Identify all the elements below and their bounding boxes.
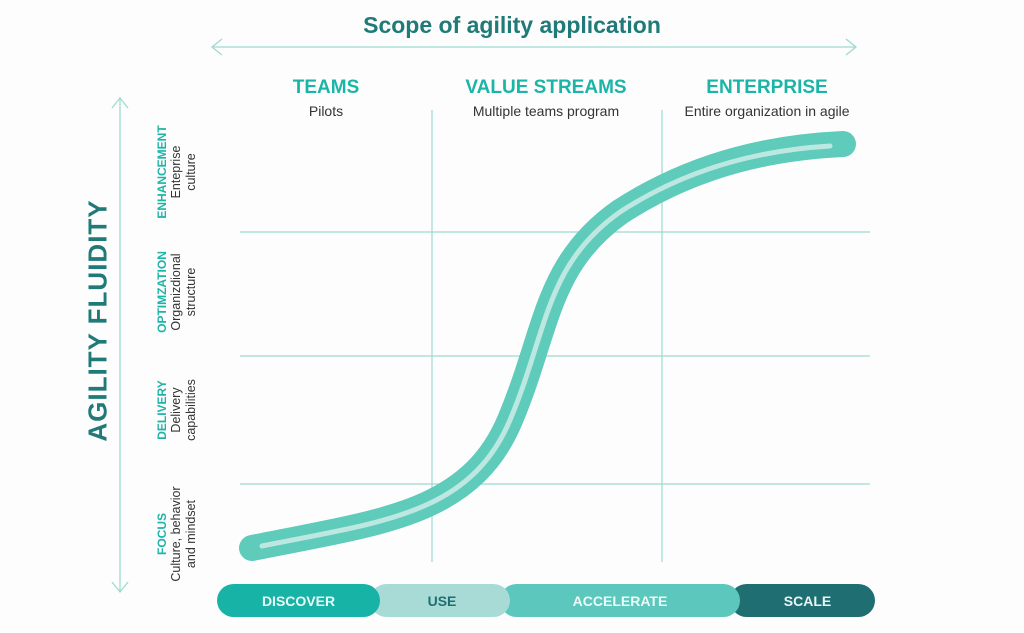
row-description: and mindset [184, 499, 198, 569]
column-subtitle: Entire organization in agile [684, 103, 850, 119]
column-value-streams: VALUE STREAMS Multiple teams program [431, 77, 661, 119]
row-heading: FOCUS [155, 513, 169, 555]
y-axis-label: AGILITY FLUIDITY [82, 199, 113, 442]
column-enterprise: ENTERPRISE Entire organization in agile [652, 77, 882, 119]
grid-lines [240, 110, 870, 562]
diagram-title: Scope of agility application [363, 12, 661, 38]
s-curve [239, 131, 856, 561]
stage-use: USE [370, 584, 510, 617]
row-focus: FOCUS Culture, behavior and mindset [155, 454, 199, 614]
row-description: Culture, behavior [169, 486, 183, 582]
column-heading: VALUE STREAMS [465, 77, 627, 98]
column-heading: ENTERPRISE [706, 77, 828, 98]
stage-discover: DISCOVER [217, 584, 380, 617]
column-teams: TEAMS Pilots [211, 77, 441, 119]
stage-label: SCALE [783, 592, 832, 609]
stage-label: USE [427, 592, 457, 609]
s-curve-highlight [259, 143, 833, 549]
column-heading: TEAMS [292, 77, 360, 98]
column-subtitle: Multiple teams program [472, 103, 620, 119]
column-subtitle: Pilots [308, 103, 344, 119]
stage-label: ACCELERATE [572, 592, 668, 609]
stage-accelerate: ACCELERATE [500, 584, 740, 617]
stage-label: DISCOVER [261, 592, 336, 609]
stage-scale: SCALE [730, 584, 875, 617]
